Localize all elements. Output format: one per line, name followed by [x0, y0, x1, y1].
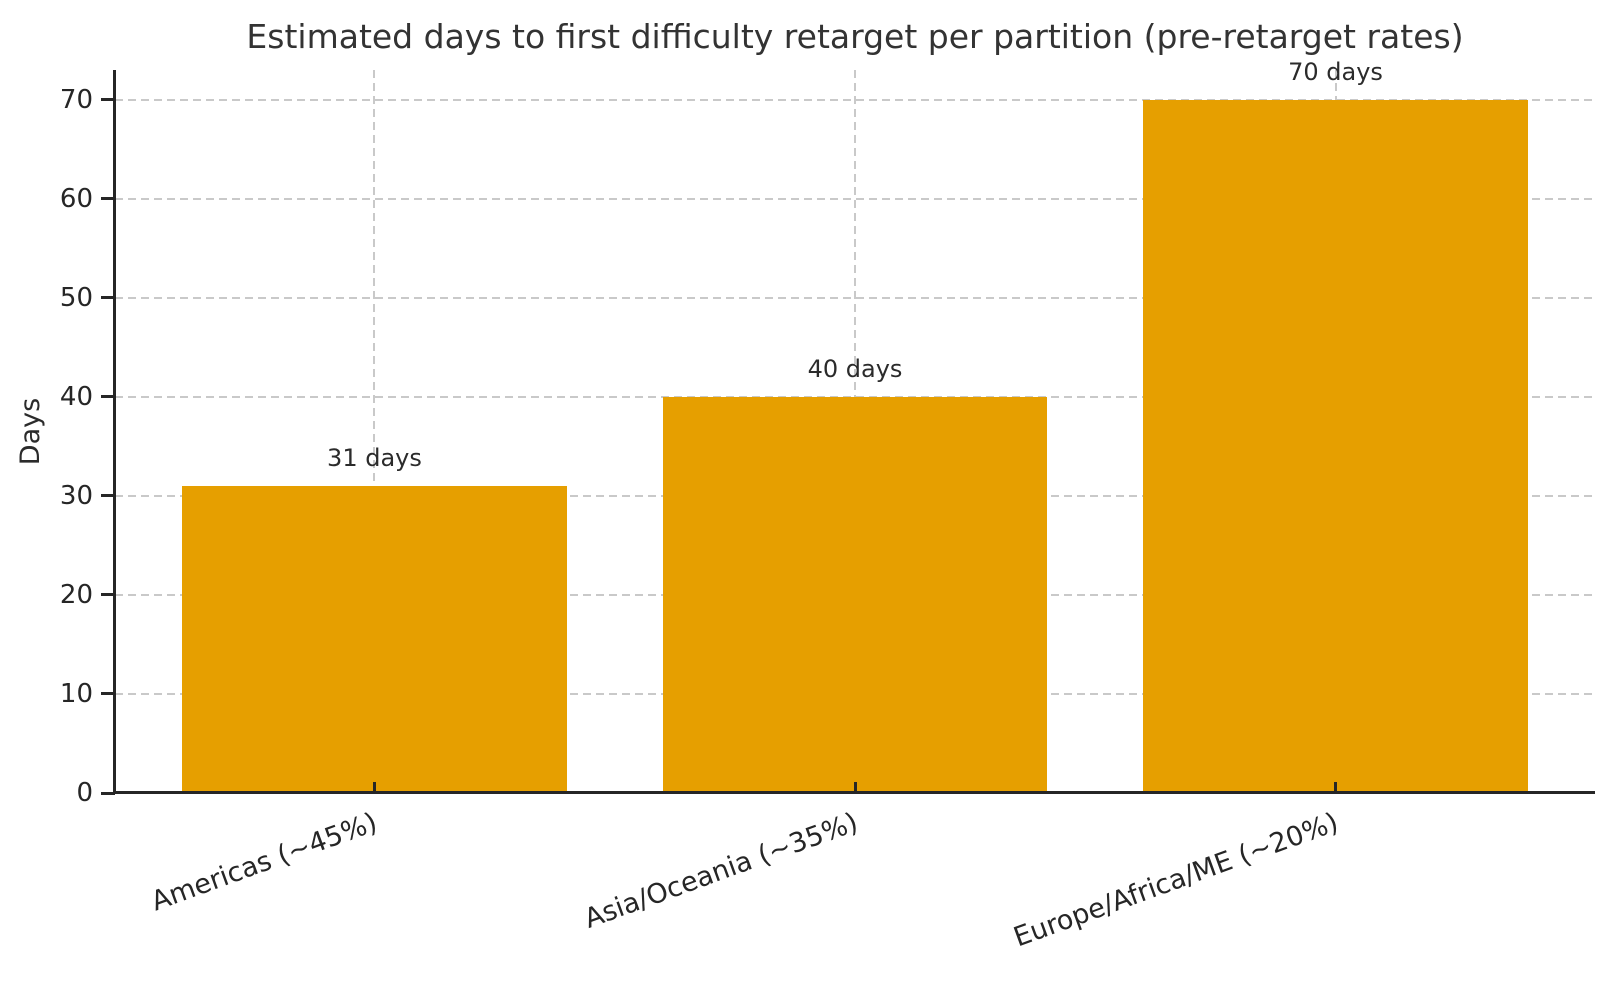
y-axis-spine	[113, 70, 116, 794]
bar	[1143, 99, 1528, 793]
bar-value-label: 31 days	[327, 443, 422, 472]
y-tick-label: 30	[59, 480, 93, 511]
plot-area: 0 10 20 30 40 50 60 70 31 days Americas (~45%) 40 …	[60, 58, 1595, 953]
y-tick	[101, 692, 115, 696]
bar-value-label: 70 days	[1288, 57, 1383, 86]
bar	[182, 485, 567, 793]
x-category-label: Europe/Africa/ME (~20%)	[1009, 807, 1343, 954]
y-tick-label: 10	[59, 678, 93, 709]
y-tick	[101, 98, 115, 102]
chart-title: Estimated days to first difficulty retar…	[246, 17, 1464, 56]
y-tick-label: 20	[59, 579, 93, 610]
y-tick	[101, 791, 115, 795]
v-gridline	[373, 70, 376, 793]
y-tick	[101, 197, 115, 201]
x-tick	[1334, 782, 1338, 793]
y-tick-label: 0	[76, 778, 93, 808]
y-tick-label: 40	[59, 381, 93, 412]
y-tick	[101, 296, 115, 300]
y-tick	[101, 494, 115, 498]
x-category-label: Americas (~45%)	[147, 807, 382, 918]
y-tick-label: 60	[59, 183, 93, 214]
x-category-label: Asia/Oceania (~35%)	[580, 807, 862, 935]
x-tick	[853, 782, 857, 793]
x-tick	[372, 782, 376, 793]
y-tick	[101, 395, 115, 399]
y-tick-label: 70	[59, 84, 93, 115]
bar-value-label: 40 days	[807, 354, 903, 383]
y-tick-label: 50	[59, 282, 93, 313]
bar	[662, 396, 1048, 793]
y-tick	[101, 593, 115, 597]
